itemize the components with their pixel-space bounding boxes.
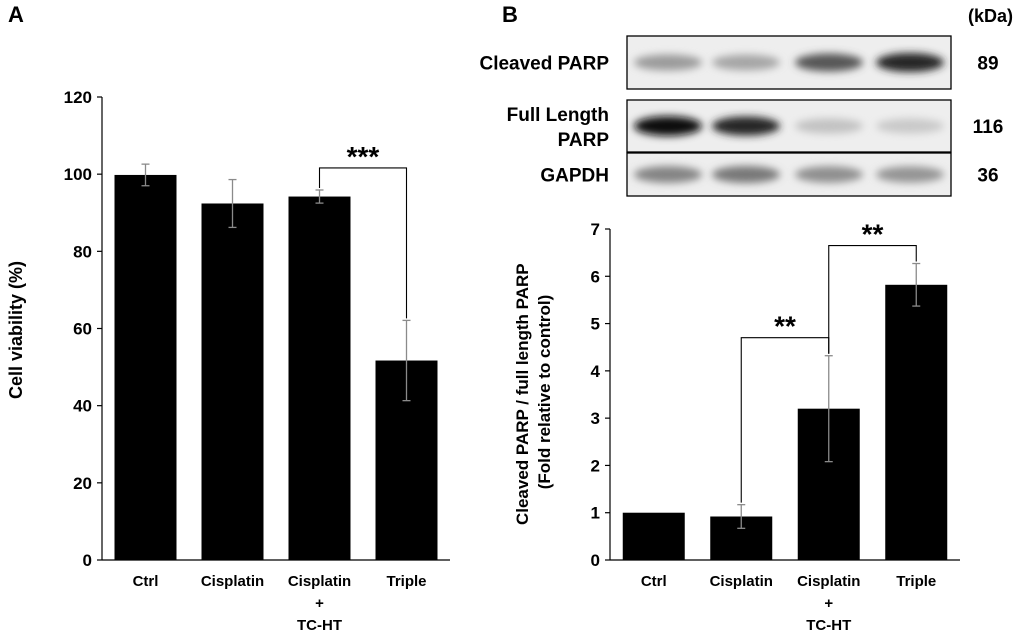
panel-b-y-tick-label: 7: [591, 220, 600, 239]
panel-a-chart: 0 20 40 60 80 100 120 Ctrl Cisplatin Cisplatin + TC…: [64, 88, 450, 634]
western-blot: Cleaved PARP 89 Full Length PARP 116 GAPDH 36: [479, 35, 1004, 197]
blot-molecular-weight: 89: [977, 54, 998, 75]
panel-a-significance-label: ***: [347, 141, 380, 172]
panel-a-y-axis-label: Cell viability (%): [6, 261, 26, 399]
panel-a-x-tick-label: Cisplatin: [288, 573, 351, 590]
blot-band: [634, 54, 702, 71]
blot-unit-label: (kDa): [968, 6, 1013, 26]
panel-a-x-tick-label: TC-HT: [297, 617, 342, 634]
panel-a-y-tick-label: 120: [64, 88, 92, 107]
panel-b-chart: 0 1 2 3 4 5 6 7 Ctrl Cisplatin Cisplatin + TC-HT Trip…: [591, 219, 960, 634]
panel-a-x-tick-label: Ctrl: [133, 573, 159, 590]
panel-a-y-tick-label: 100: [64, 165, 92, 184]
blot-band: [795, 166, 863, 183]
panel-b-bar: [622, 512, 685, 560]
panel-b-bar: [885, 284, 948, 560]
blot-band: [795, 53, 863, 72]
panel-b-y-tick-label: 5: [591, 315, 600, 334]
panel-b-y-tick-label: 3: [591, 409, 600, 428]
panel-b-significance-label: **: [862, 219, 884, 250]
panel-b-x-tick-label: Cisplatin: [797, 573, 860, 590]
panel-b-x-tick-label: Cisplatin: [710, 573, 773, 590]
blot-band: [876, 52, 944, 73]
panel-b-x-tick-label: TC-HT: [806, 617, 851, 634]
blot-row-label: GAPDH: [540, 166, 609, 187]
panel-b-x-tick-label: +: [824, 595, 833, 612]
blot-row-label: Full Length: [507, 105, 609, 126]
panel-a-x-tick-label: Triple: [386, 573, 426, 590]
panel-a-bar: [114, 174, 177, 560]
panel-a-bar: [201, 203, 264, 561]
blot-band: [712, 54, 780, 71]
blot-band: [712, 166, 780, 183]
panel-b-x-tick-label: Ctrl: [641, 573, 667, 590]
panel-b-x-tick-label: Triple: [896, 573, 936, 590]
panel-a-x-tick-label: +: [315, 595, 324, 612]
panel-a-y-tick-label: 20: [73, 474, 92, 493]
panel-b-y-axis-label: Cleaved PARP / full length PARP (Fold re…: [513, 259, 554, 525]
panel-a-y-tick-label: 40: [73, 397, 92, 416]
panel-a-bar: [288, 196, 351, 561]
blot-band: [876, 166, 944, 183]
blot-band: [795, 118, 863, 134]
blot-band: [634, 116, 702, 136]
panel-b-significance-label: **: [774, 311, 796, 342]
panel-b-y-tick-label: 6: [591, 267, 600, 286]
panel-b-y-tick-label: 1: [591, 504, 600, 523]
blot-band: [876, 118, 944, 134]
panel-b-y-tick-label: 4: [591, 362, 601, 381]
panel-a-y-tick-label: 80: [73, 242, 92, 261]
blot-row-label: Cleaved PARP: [479, 54, 609, 75]
panel-b-y-tick-label: 2: [591, 456, 600, 475]
blot-molecular-weight: 36: [977, 166, 998, 187]
blot-band: [634, 166, 702, 183]
blot-band: [712, 116, 780, 136]
panel-a-y-tick-label: 0: [83, 551, 92, 570]
panel-a-letter: A: [8, 2, 24, 27]
blot-row-label: PARP: [558, 130, 610, 151]
panel-b-y-axis-label-line2: (Fold relative to control): [535, 295, 554, 490]
blot-molecular-weight: 116: [973, 117, 1004, 138]
panel-a-significance-bracket: [318, 167, 408, 319]
panel-b-letter: B: [502, 2, 518, 27]
panel-a-x-tick-label: Cisplatin: [201, 573, 264, 590]
panel-b-significance-bracket: [828, 244, 917, 354]
panel-b-y-axis-label-line1: Cleaved PARP / full length PARP: [513, 264, 532, 525]
panel-a-y-tick-label: 60: [73, 320, 92, 339]
panel-b-y-tick-label: 0: [591, 551, 600, 570]
